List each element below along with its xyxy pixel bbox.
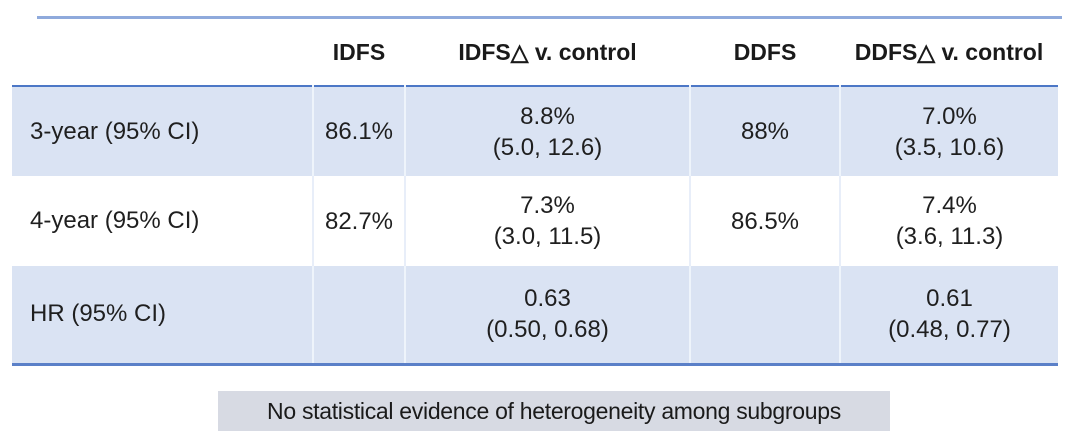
cell-ci: (0.48, 0.77) — [888, 316, 1011, 344]
row-label: HR (95% CI) — [12, 266, 313, 364]
column-header-ddfs: DDFS — [733, 38, 797, 65]
cell-value: 7.4% — [922, 192, 977, 219]
cell-ci: (3.5, 10.6) — [894, 133, 1005, 161]
cell-value: 7.0% — [922, 102, 977, 130]
cell-ddfs-delta: 7.4% (3.6, 11.3) — [839, 176, 1058, 266]
cell-value: 0.63 — [524, 285, 571, 313]
cell-value: 0.61 — [926, 285, 973, 313]
table-row-3-year: 3-year (95% CI) 86.1% 8.8% (5.0, 12.6) 8… — [12, 86, 1058, 176]
cell-idfs-delta: 0.63 (0.50, 0.68) — [404, 266, 690, 364]
cell-value: 86.1% — [324, 118, 394, 145]
cell-value: 88% — [740, 118, 790, 145]
cell-idfs-delta: 8.8% (5.0, 12.6) — [404, 86, 690, 176]
cell-ci: (0.50, 0.68) — [486, 316, 609, 344]
row-label: 3-year (95% CI) — [12, 86, 313, 176]
row-label: 4-year (95% CI) — [12, 176, 313, 266]
cell-ci: (3.6, 11.3) — [895, 223, 1004, 250]
cell-value: 82.7% — [324, 207, 394, 235]
cell-ddfs-delta: 0.61 (0.48, 0.77) — [839, 266, 1058, 364]
cell-ddfs — [689, 266, 840, 364]
cell-idfs — [312, 266, 405, 364]
cell-value: 7.3% — [520, 192, 575, 219]
cell-value: 86.5% — [730, 207, 800, 235]
table-row-4-year: 4-year (95% CI) 82.7% 7.3% (3.0, 11.5) 8… — [12, 176, 1058, 266]
cell-idfs: 82.7% — [312, 176, 405, 266]
table-row-hr: HR (95% CI) 0.63 (0.50, 0.68) 0.61 (0.48… — [12, 266, 1058, 364]
cell-ci: (5.0, 12.6) — [492, 133, 603, 161]
cell-idfs-delta: 7.3% (3.0, 11.5) — [404, 176, 690, 266]
cell-ddfs-delta: 7.0% (3.5, 10.6) — [839, 86, 1058, 176]
heterogeneity-note: No statistical evidence of heterogeneity… — [218, 391, 890, 431]
survival-results-table: IDFS IDFS△ v. control DDFS DDFS△ v. cont… — [12, 19, 1058, 366]
column-header-idfs-delta: IDFS△ v. control — [458, 38, 637, 65]
column-header-stub — [12, 19, 313, 86]
cell-value: 8.8% — [520, 102, 575, 130]
cell-idfs: 86.1% — [312, 86, 405, 176]
column-header-ddfs-delta: DDFS△ v. control — [854, 38, 1044, 65]
cell-ddfs: 88% — [689, 86, 840, 176]
header-row: IDFS IDFS△ v. control DDFS DDFS△ v. cont… — [12, 19, 1058, 86]
column-header-idfs: IDFS — [332, 38, 386, 65]
table-top-border — [37, 16, 1062, 19]
cell-ddfs: 86.5% — [689, 176, 840, 266]
cell-ci: (3.0, 11.5) — [493, 223, 602, 250]
